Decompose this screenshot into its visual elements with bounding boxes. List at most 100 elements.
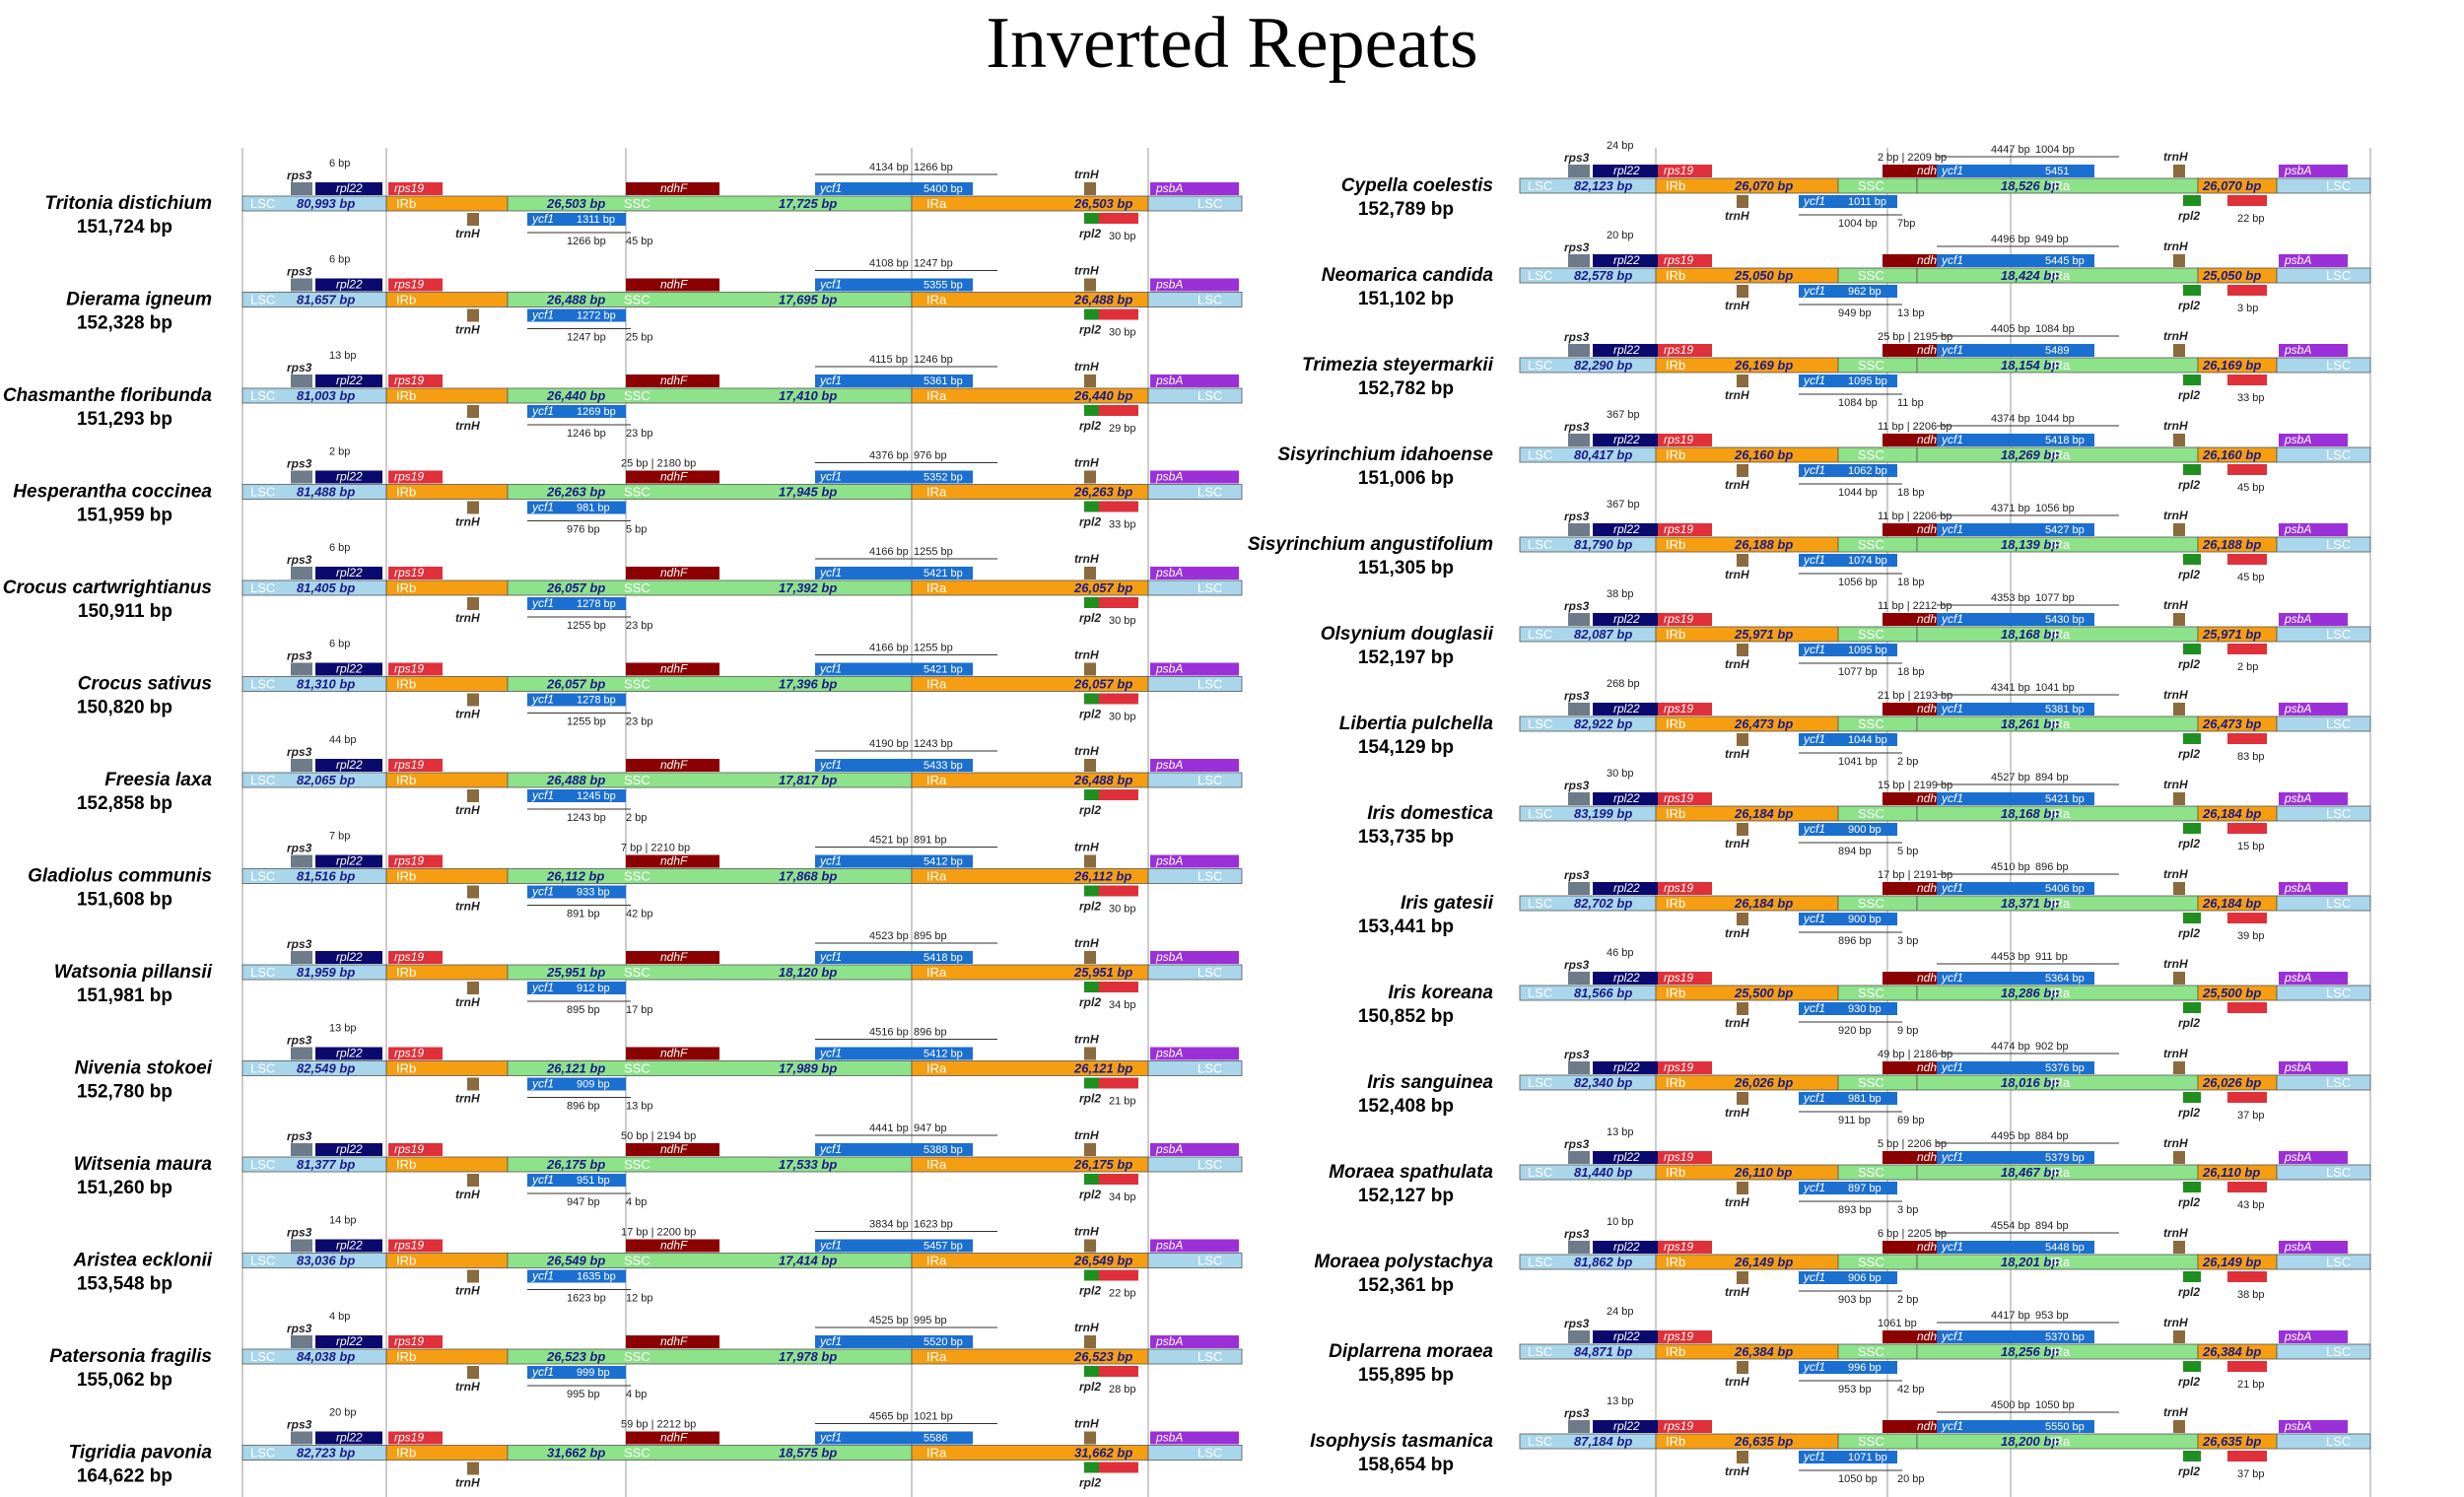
- left-ycf1-label-6: ycf1: [819, 758, 842, 772]
- left-gene-trnH-top-11: [1084, 1239, 1096, 1253]
- right-rps3-label-8: rps3: [1564, 868, 1590, 882]
- left-ycf1-right-0: 1266 bp: [914, 162, 953, 173]
- left-trnH-top-label-11: trnH: [1074, 1225, 1099, 1239]
- left-ycf1b-left-3: 976 bp: [567, 524, 600, 536]
- left-irb-length-5: 26,057 bp: [546, 677, 605, 692]
- right-rpl22-gap-0: 24 bp: [1607, 140, 1634, 152]
- right-irb-length-6: 26,473 bp: [1734, 716, 1793, 731]
- left-lsc-length-8: 81,959 bp: [297, 965, 355, 980]
- right-ycf1b-left-3: 1044 bp: [1838, 487, 1878, 499]
- right-gene-rps19-b-5: [2227, 644, 2267, 654]
- left-ndhF-label-6: ndhF: [660, 758, 688, 772]
- right-ira-label-0: IRa: [2050, 178, 2071, 193]
- right-ycf1-ira-len-6: 5381 bp: [2045, 704, 2085, 715]
- left-ycf1b-right-11: 12 bp: [626, 1293, 653, 1305]
- right-rps19-label-8: rps19: [1664, 881, 1693, 895]
- left-rpl2-label-6: rpl2: [1079, 803, 1101, 817]
- left-lsc2-label-2: LSC: [1198, 388, 1222, 403]
- left-gene-ndhF-13: [626, 1431, 719, 1445]
- left-ira-label-3: IRa: [926, 485, 947, 500]
- right-species-12: Moraea polystachya: [1314, 1252, 1493, 1272]
- right-irb-label-7: IRb: [1666, 806, 1685, 821]
- left-lsc-label-5: LSC: [250, 677, 275, 692]
- left-ycf1b-right-4: 23 bp: [626, 620, 653, 632]
- right-length-5: 152,197 bp: [1358, 647, 1454, 668]
- left-gene-ycf1-ira-9: [815, 1047, 973, 1060]
- right-ndhF-gap-10: 49 bp | 2186 bp: [1878, 1049, 1952, 1060]
- left-gene-psbA-9: [1150, 1047, 1239, 1060]
- left-gene-ycf1-ira-2: [815, 374, 973, 387]
- left-rpl22-label-4: rpl22: [336, 566, 363, 579]
- right-ycf1b-right-0: 7bp: [1897, 218, 1915, 230]
- left-gene-rps19-b-4: [1099, 597, 1138, 608]
- left-rps19-label-11: rps19: [394, 1239, 424, 1253]
- left-lsc2-label-0: LSC: [1198, 196, 1222, 211]
- left-rpl22-label-7: rpl22: [336, 854, 363, 868]
- left-trnH-top-label-10: trnH: [1074, 1128, 1099, 1142]
- left-ycf1b-label-4: ycf1: [531, 596, 554, 610]
- right-ycf1-right-4: 1056 bp: [2035, 503, 2075, 514]
- left-irb-label-8: IRb: [396, 965, 416, 980]
- right-irb-label-14: IRb: [1666, 1434, 1685, 1449]
- left-ycf1b-left-12: 995 bp: [567, 1389, 600, 1400]
- right-ycf1b-label-4: ycf1: [1803, 553, 1825, 567]
- left-gene-rps19-b-6: [1099, 789, 1138, 800]
- right-gene-trnH-bottom-2: [1737, 374, 1748, 387]
- left-ycf1b-len-10: 951 bp: [577, 1175, 610, 1187]
- left-ndhF-gap-7: 7 bp | 2210 bp: [621, 843, 690, 854]
- left-psbA-label-8: psbA: [1155, 950, 1183, 964]
- left-ssc-length-0: 17,725 bp: [779, 196, 837, 211]
- left-rps3-label-3: rps3: [287, 457, 312, 471]
- left-gene-psbA-2: [1150, 374, 1239, 387]
- right-ycf1b-right-9: 9 bp: [1897, 1025, 1918, 1037]
- left-gene-trnH-top-5: [1084, 662, 1096, 676]
- right-ycf1-label-11: ycf1: [1941, 1150, 1963, 1164]
- right-lsc2-label-10: LSC: [2326, 1075, 2351, 1090]
- left-rps3-label-12: rps3: [287, 1322, 312, 1335]
- right-ycf1b-left-11: 893 bp: [1838, 1204, 1872, 1216]
- left-rpl22-gap-4: 6 bp: [329, 542, 350, 554]
- left-rpl22-label-3: rpl22: [336, 470, 363, 484]
- left-ssc-length-11: 17,414 bp: [779, 1254, 837, 1268]
- right-length-12: 152,361 bp: [1358, 1275, 1454, 1296]
- right-gene-trnH-bottom-12: [1737, 1271, 1748, 1284]
- right-rpl22-label-6: rpl22: [1613, 702, 1640, 715]
- right-ycf1b-left-10: 911 bp: [1838, 1115, 1871, 1126]
- left-rpl2-label-2: rpl2: [1079, 419, 1101, 433]
- right-ssc-label-1: SSC: [1858, 268, 1884, 283]
- left-gene-psbA-1: [1150, 278, 1239, 292]
- left-ira-length-7: 26,112 bp: [1073, 869, 1131, 884]
- right-gene-ycf1-ira-4: [1937, 523, 2094, 536]
- right-lsc2-label-3: LSC: [2326, 447, 2351, 462]
- left-ycf1b-left-10: 947 bp: [567, 1196, 600, 1208]
- left-gene-trnH-top-3: [1084, 470, 1096, 484]
- right-ira-label-9: IRa: [2050, 986, 2071, 1000]
- left-ssc-length-3: 17,945 bp: [779, 485, 837, 500]
- left-rps19-label-13: rps19: [394, 1431, 424, 1445]
- left-ira-label-2: IRa: [926, 388, 947, 403]
- right-ndhF-gap-0: 2 bp | 2209 bp: [1878, 152, 1947, 164]
- left-irb-label-13: IRb: [396, 1446, 416, 1461]
- left-gene-ycf1-b-2: [527, 405, 626, 418]
- right-length-7: 153,735 bp: [1358, 827, 1454, 848]
- right-rps3-label-10: rps3: [1564, 1048, 1590, 1061]
- left-rpl22-label-0: rpl22: [336, 181, 363, 195]
- right-ycf1-top-2: 4405 bp: [1991, 323, 2030, 335]
- right-gene-rps19-6: [1658, 703, 1712, 715]
- right-trnH-top-label-5: trnH: [2163, 598, 2188, 612]
- right-lsc-length-3: 80,417 bp: [1574, 447, 1632, 462]
- right-ycf1b-right-5: 18 bp: [1897, 666, 1925, 678]
- right-ycf1b-left-5: 1077 bp: [1838, 666, 1878, 678]
- left-gene-ndhF-1: [626, 278, 719, 292]
- right-gene-ycf1-ira-12: [1937, 1241, 2094, 1254]
- right-irb-label-4: IRb: [1666, 537, 1685, 552]
- right-length-1: 151,102 bp: [1358, 289, 1454, 309]
- left-rps19-label-7: rps19: [394, 854, 424, 868]
- left-ndhF-label-11: ndhF: [660, 1239, 688, 1253]
- left-ycf1b-right-8: 17 bp: [626, 1004, 653, 1016]
- right-gene-ycf1-b-10: [1799, 1092, 1897, 1105]
- left-segment-lsc2-1: [1147, 292, 1243, 307]
- left-ja-gap-0: 30 bp: [1109, 231, 1136, 242]
- right-trnH-top-label-13: trnH: [2163, 1316, 2188, 1329]
- right-gene-trnH-top-12: [2173, 1241, 2185, 1254]
